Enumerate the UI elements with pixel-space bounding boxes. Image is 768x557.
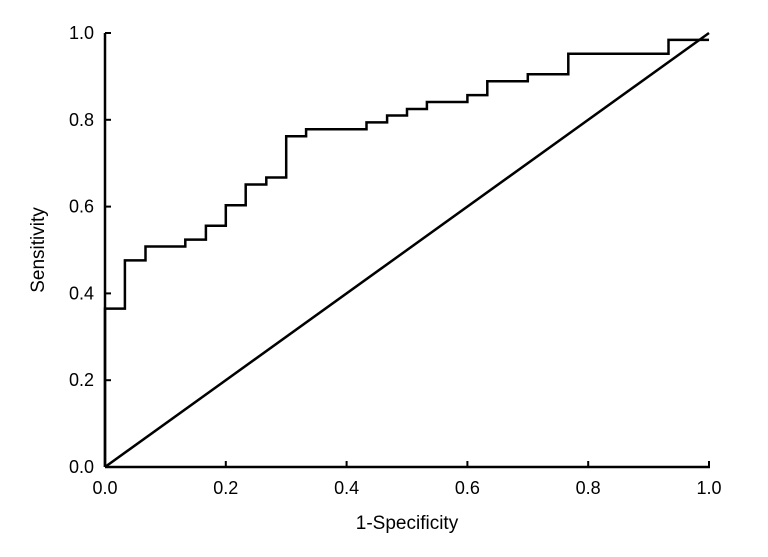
- x-tick-label: 0.8: [576, 478, 601, 498]
- x-tick-label: 0.0: [92, 478, 117, 498]
- x-tick-label: 0.2: [213, 478, 238, 498]
- y-tick-label: 1.0: [69, 23, 94, 43]
- x-tick-label: 1.0: [696, 478, 721, 498]
- plot-area: [103, 31, 710, 469]
- y-tick-label: 0.4: [69, 283, 94, 303]
- y-tick-label: 0.6: [69, 197, 94, 217]
- x-axis-title: 1-Specificity: [356, 513, 459, 534]
- x-tick-label: 0.6: [455, 478, 480, 498]
- y-tick-label: 0.0: [69, 457, 94, 477]
- roc-curve-line: [103, 38, 709, 467]
- axes: [103, 33, 710, 469]
- ticks: 0.0 0.2 0.4 0.6 0.8 1.0 0.0 0.2 0.4 0.6 0.8 1.0: [69, 23, 722, 498]
- y-tick-label: 0.8: [69, 110, 94, 130]
- y-axis-title: Sensitivity: [28, 207, 49, 293]
- reference-diagonal-line: [104, 31, 710, 469]
- y-tick-label: 0.2: [69, 370, 94, 390]
- x-tick-label: 0.4: [334, 478, 359, 498]
